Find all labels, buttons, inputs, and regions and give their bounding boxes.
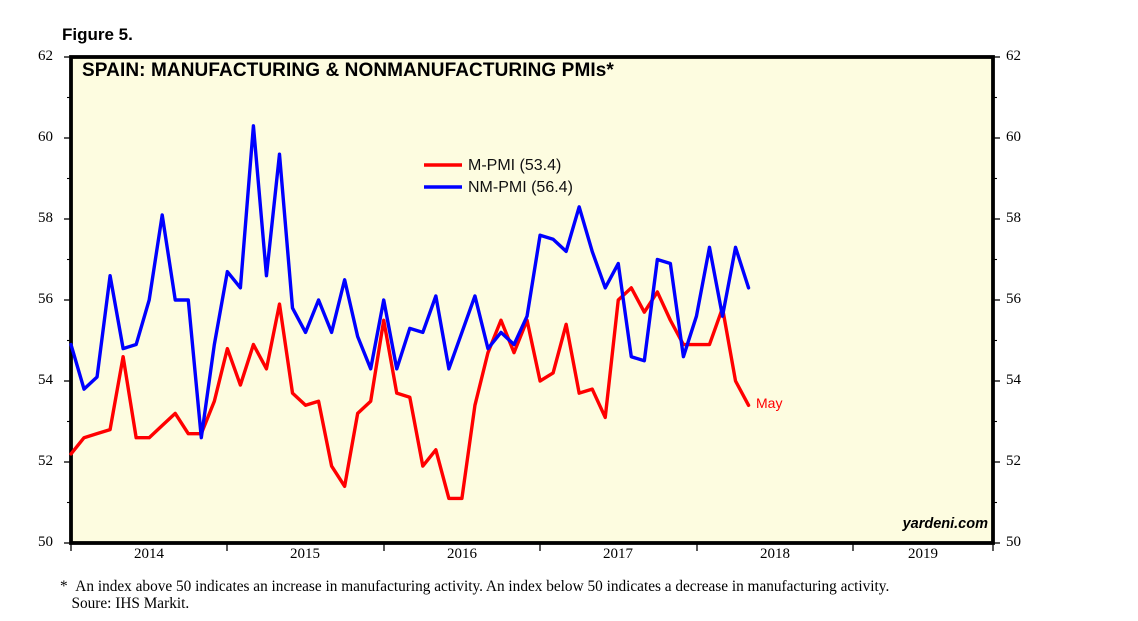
svg-text:NM-PMI (56.4): NM-PMI (56.4): [468, 179, 573, 196]
svg-text:May: May: [756, 395, 782, 411]
svg-text:yardeni.com: yardeni.com: [902, 516, 989, 532]
svg-text:M-PMI (53.4): M-PMI (53.4): [468, 157, 561, 174]
